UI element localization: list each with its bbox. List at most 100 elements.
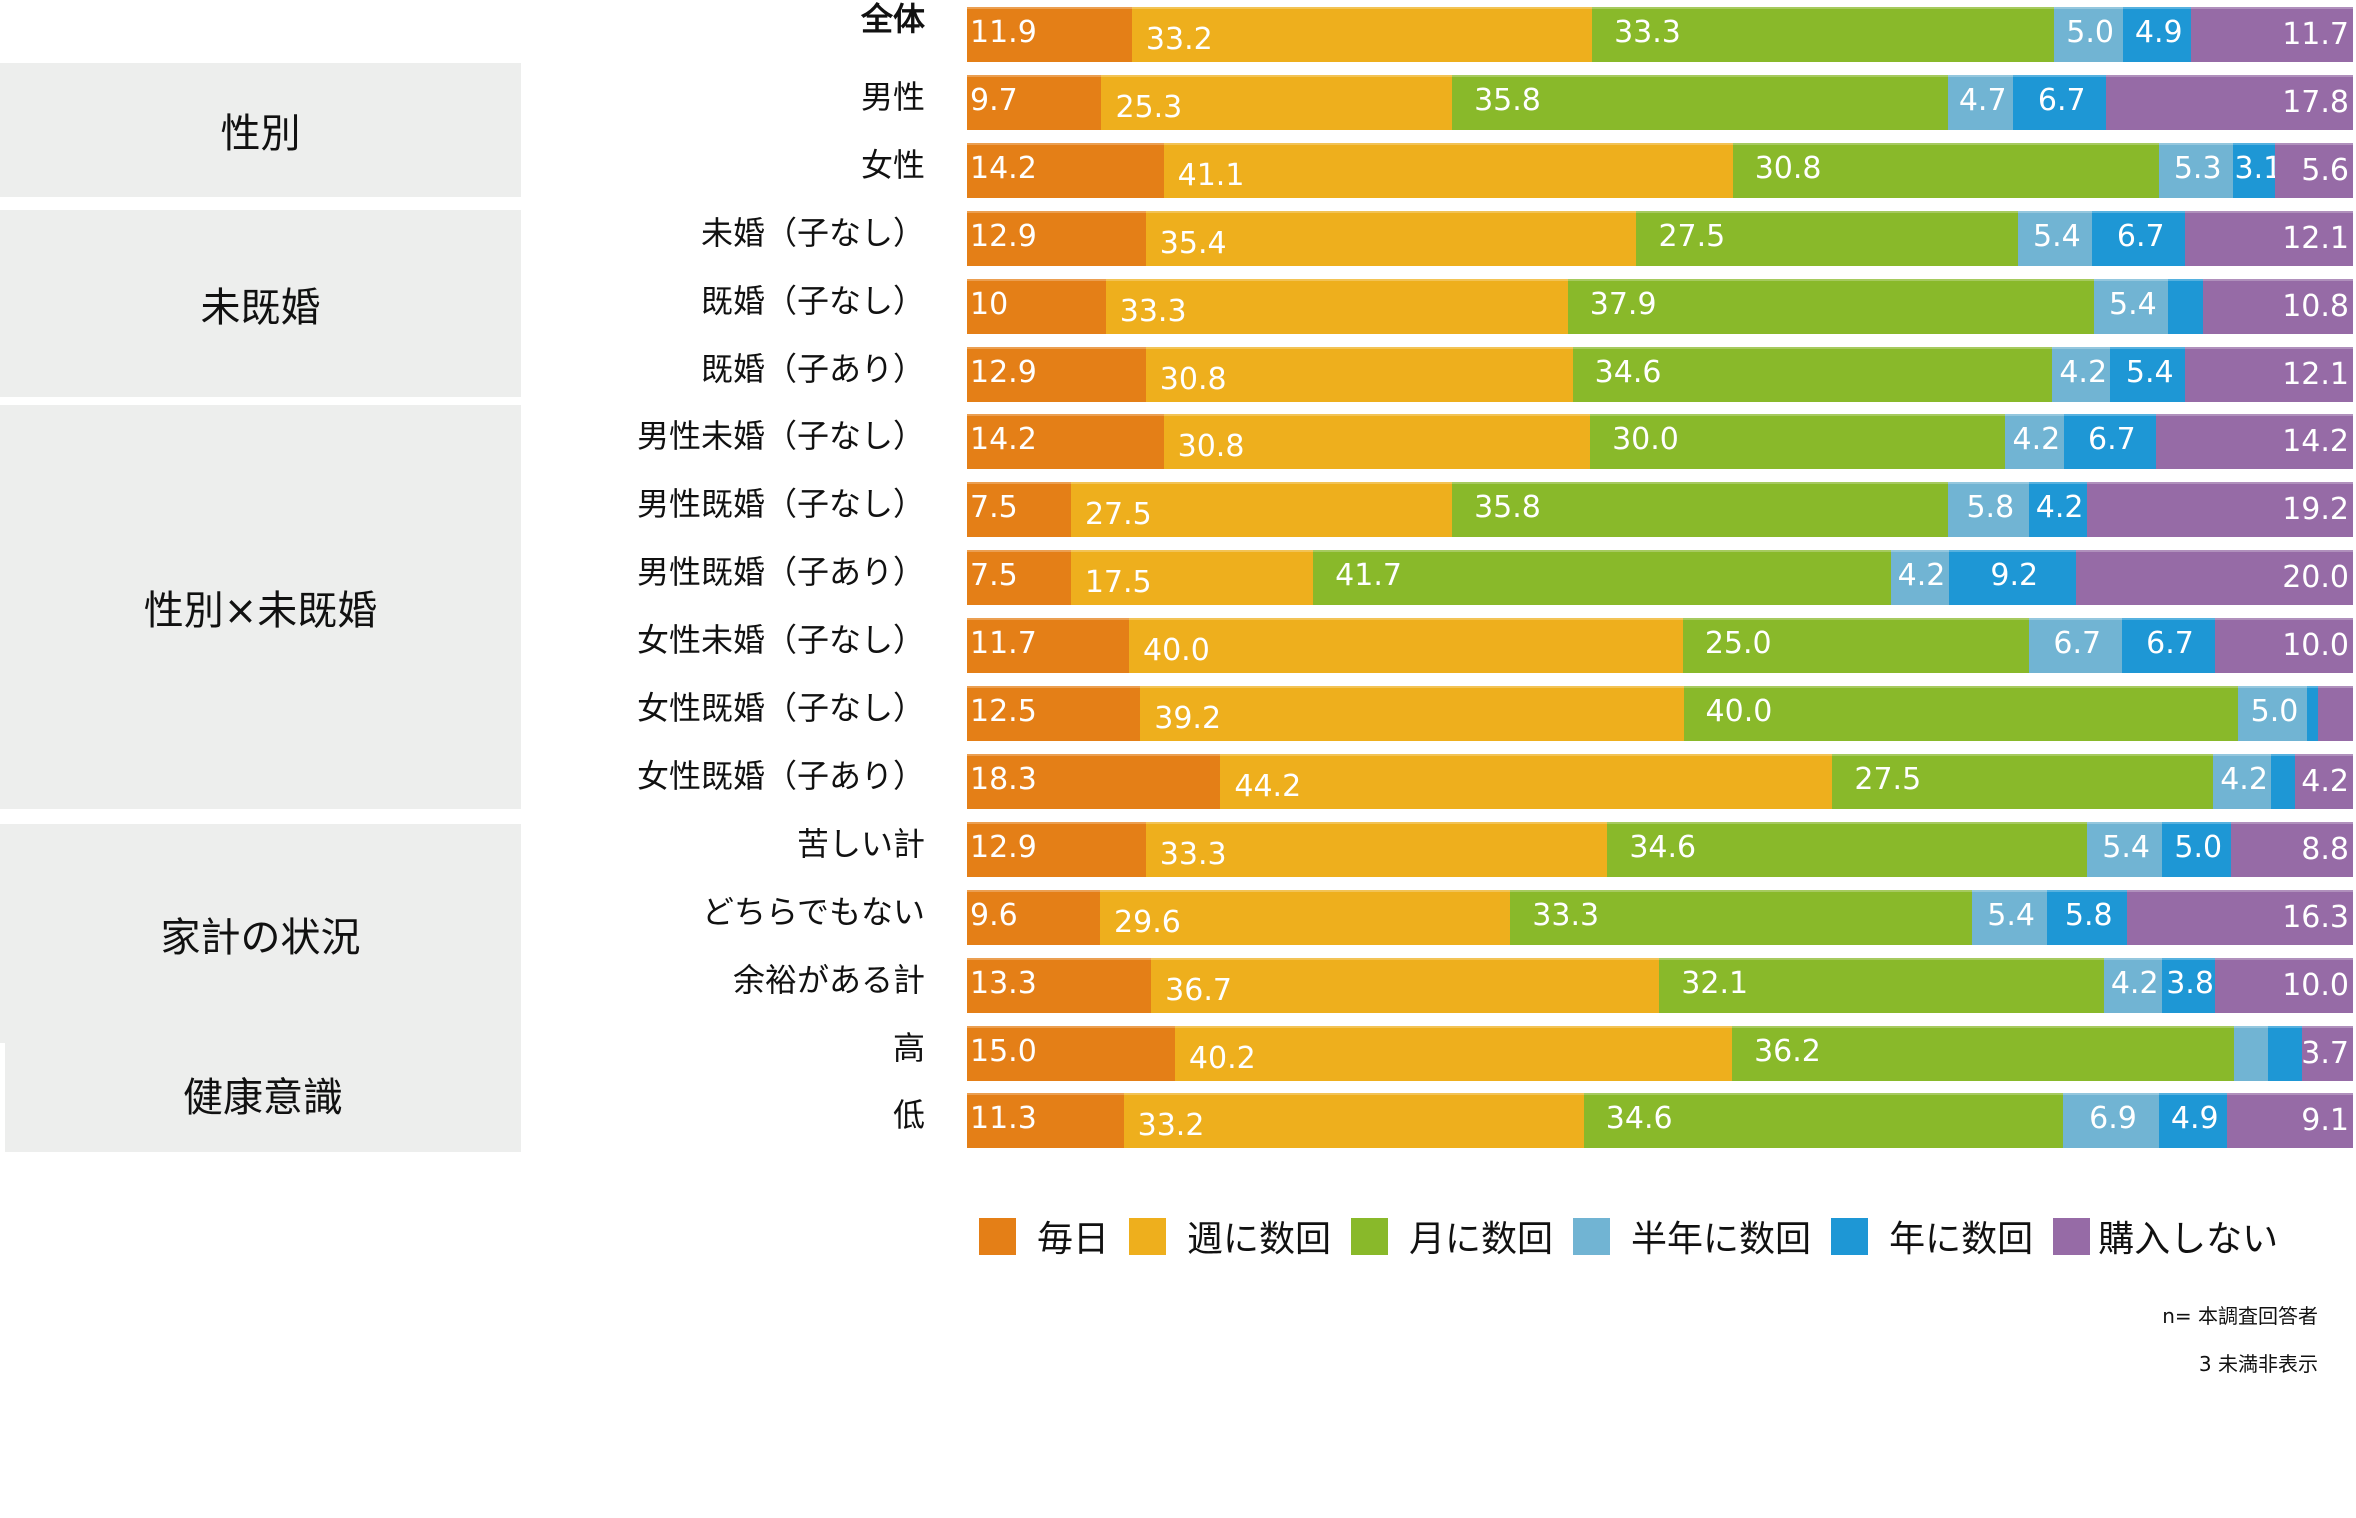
- data-label: 11.7: [970, 626, 1037, 662]
- bar-segment-halfyear: [2086, 821, 2163, 877]
- data-label: 5.0: [2250, 694, 2299, 729]
- data-label: 9.2: [1990, 558, 2039, 594]
- bar-segment-weekly: [1145, 346, 1574, 402]
- bar-segment-halfyear: [2213, 753, 2272, 809]
- bar-segment-none: [2275, 142, 2354, 198]
- bar-segment-daily: [967, 957, 1152, 1013]
- bar-segment-weekly: [1123, 1093, 1585, 1149]
- bar-segment-yearly: [2013, 74, 2107, 130]
- data-label: 11.3: [970, 1101, 1037, 1137]
- data-label: 12.9: [970, 829, 1037, 865]
- data-label: 33.2: [1145, 22, 1213, 57]
- data-label: 40.0: [1705, 694, 1773, 729]
- data-label: 5.0: [2174, 829, 2223, 865]
- data-label: 12.5: [970, 694, 1037, 729]
- bar-segment-none: [2076, 550, 2354, 606]
- bar-row: 10 33.3 37.9 5.4 10.8: [967, 278, 2354, 334]
- bar-segment-weekly: [1070, 482, 1453, 538]
- legend-label-none: 購入しない: [2098, 1219, 2279, 1260]
- row-label: どちらでもない: [701, 892, 925, 931]
- bar-segment-halfyear: [2063, 1093, 2160, 1149]
- legend-label-yearly: 年に数回: [1889, 1219, 2034, 1260]
- bar-segment-none: [2294, 753, 2354, 809]
- data-label: 33.3: [1159, 836, 1227, 872]
- bar-segment-yearly: [2161, 821, 2232, 877]
- data-label: 12.9: [970, 354, 1037, 390]
- bar-segment-none: [2226, 1093, 2354, 1149]
- bar-segment-halfyear: [1948, 74, 2014, 130]
- bar-row: 15.0 40.2 36.2 3.7: [967, 1025, 2354, 1081]
- legend-swatch-yearly: [1831, 1217, 1869, 1255]
- bar-segment-daily: [967, 346, 1147, 402]
- bar-segment-daily: [967, 142, 1165, 198]
- data-label: 44.2: [1234, 768, 1302, 804]
- bar-segment-halfyear: [2093, 278, 2169, 334]
- bar-segment-monthly: [1590, 414, 2006, 470]
- bar-segment-none: [2301, 1025, 2354, 1081]
- legend-swatch-daily: [979, 1217, 1016, 1255]
- legend-item-daily: 毎日: [979, 1210, 1109, 1262]
- legend-label-weekly: 週に数回: [1187, 1219, 1332, 1260]
- data-label: 5.8: [1966, 490, 2015, 526]
- bar-segment-monthly: [1607, 821, 2088, 877]
- group-label-health: 健康意識: [183, 1075, 343, 1121]
- bar-row: 12.9 33.3 34.6 5.4 5.0 8.8: [967, 821, 2354, 877]
- bar-segment-halfyear: [2233, 1025, 2269, 1081]
- bar-segment-daily: [967, 210, 1147, 266]
- bar-segment-daily: [967, 482, 1072, 538]
- data-label: 4.7: [1958, 82, 2007, 118]
- bar-segment-yearly: [2046, 889, 2128, 945]
- data-label: 40.2: [1188, 1040, 1256, 1076]
- bar-row: 12.9 30.8 34.6 4.2 5.4 12.1: [967, 346, 2354, 402]
- data-label: 33.3: [1119, 293, 1187, 329]
- data-label: 10.0: [2282, 967, 2349, 1003]
- bar-segment-none: [2106, 74, 2354, 130]
- data-label: 34.6: [1605, 1101, 1673, 1137]
- data-label: 17.8: [2282, 84, 2349, 120]
- bar-row: 14.2 41.1 30.8 5.3 3.1 5.6: [967, 142, 2354, 198]
- bar-segment-halfyear: [2005, 414, 2065, 470]
- row-label: 既婚（子あり）: [700, 349, 925, 388]
- bar-segment-daily: [967, 753, 1221, 809]
- data-label: 12.1: [2282, 220, 2349, 256]
- bar-segment-none: [2156, 414, 2354, 470]
- bar-segment-monthly: [1572, 346, 2053, 402]
- bar-segment-yearly: [2307, 686, 2319, 741]
- row-label: 苦しい計: [796, 824, 925, 863]
- bar-segment-daily: [967, 821, 1147, 877]
- bar-segment-none: [2214, 957, 2354, 1013]
- bar-segment-daily: [967, 1093, 1125, 1149]
- row-label: 低: [892, 1096, 925, 1135]
- row-label: 男性未婚（子なし）: [636, 417, 925, 456]
- bar-row: 18.3 44.2 27.5 4.2 4.2: [967, 753, 2354, 809]
- data-label: 3.7: [2301, 1035, 2349, 1071]
- data-label: 37.9: [1589, 286, 1657, 322]
- group-label-gender-marital: 性別×未既婚: [143, 588, 378, 634]
- legend-swatch-halfyear: [1573, 1217, 1611, 1255]
- data-label: 29.6: [1114, 904, 1181, 940]
- bar-segment-weekly: [1105, 278, 1569, 334]
- data-label: 4.2: [2035, 490, 2084, 526]
- data-label: 6.7: [2053, 626, 2102, 662]
- bar-segment-yearly: [2063, 414, 2157, 470]
- bar-segment-monthly: [1583, 1093, 2064, 1149]
- data-label: 16.3: [2282, 899, 2349, 935]
- bar-segment-monthly: [1683, 686, 2239, 741]
- bar-segment-yearly: [2122, 7, 2192, 62]
- bar-row: 7.5 27.5 35.8 5.8 4.2 19.2: [967, 482, 2354, 538]
- legend-label-halfyear: 半年に数回: [1631, 1219, 1812, 1260]
- data-label: 5.6: [2301, 152, 2349, 188]
- data-label: 30.8: [1177, 429, 1245, 465]
- group-panel-gender: 性別: [0, 63, 521, 197]
- legend-item-monthly: 月に数回: [1351, 1210, 1553, 1262]
- data-label: 12.1: [2282, 356, 2349, 392]
- legend-item-halfyear: 半年に数回: [1573, 1210, 1811, 1262]
- data-label: 5.3: [2173, 150, 2222, 186]
- data-label: 9.6: [970, 897, 1018, 933]
- bar-segment-daily: [967, 74, 1102, 130]
- data-label: 34.6: [1629, 829, 1697, 865]
- bar-segment-weekly: [1145, 210, 1637, 266]
- bar-segment-halfyear: [2017, 210, 2093, 266]
- data-label: 36.2: [1754, 1033, 1821, 1069]
- bar-segment-halfyear: [2029, 618, 2123, 674]
